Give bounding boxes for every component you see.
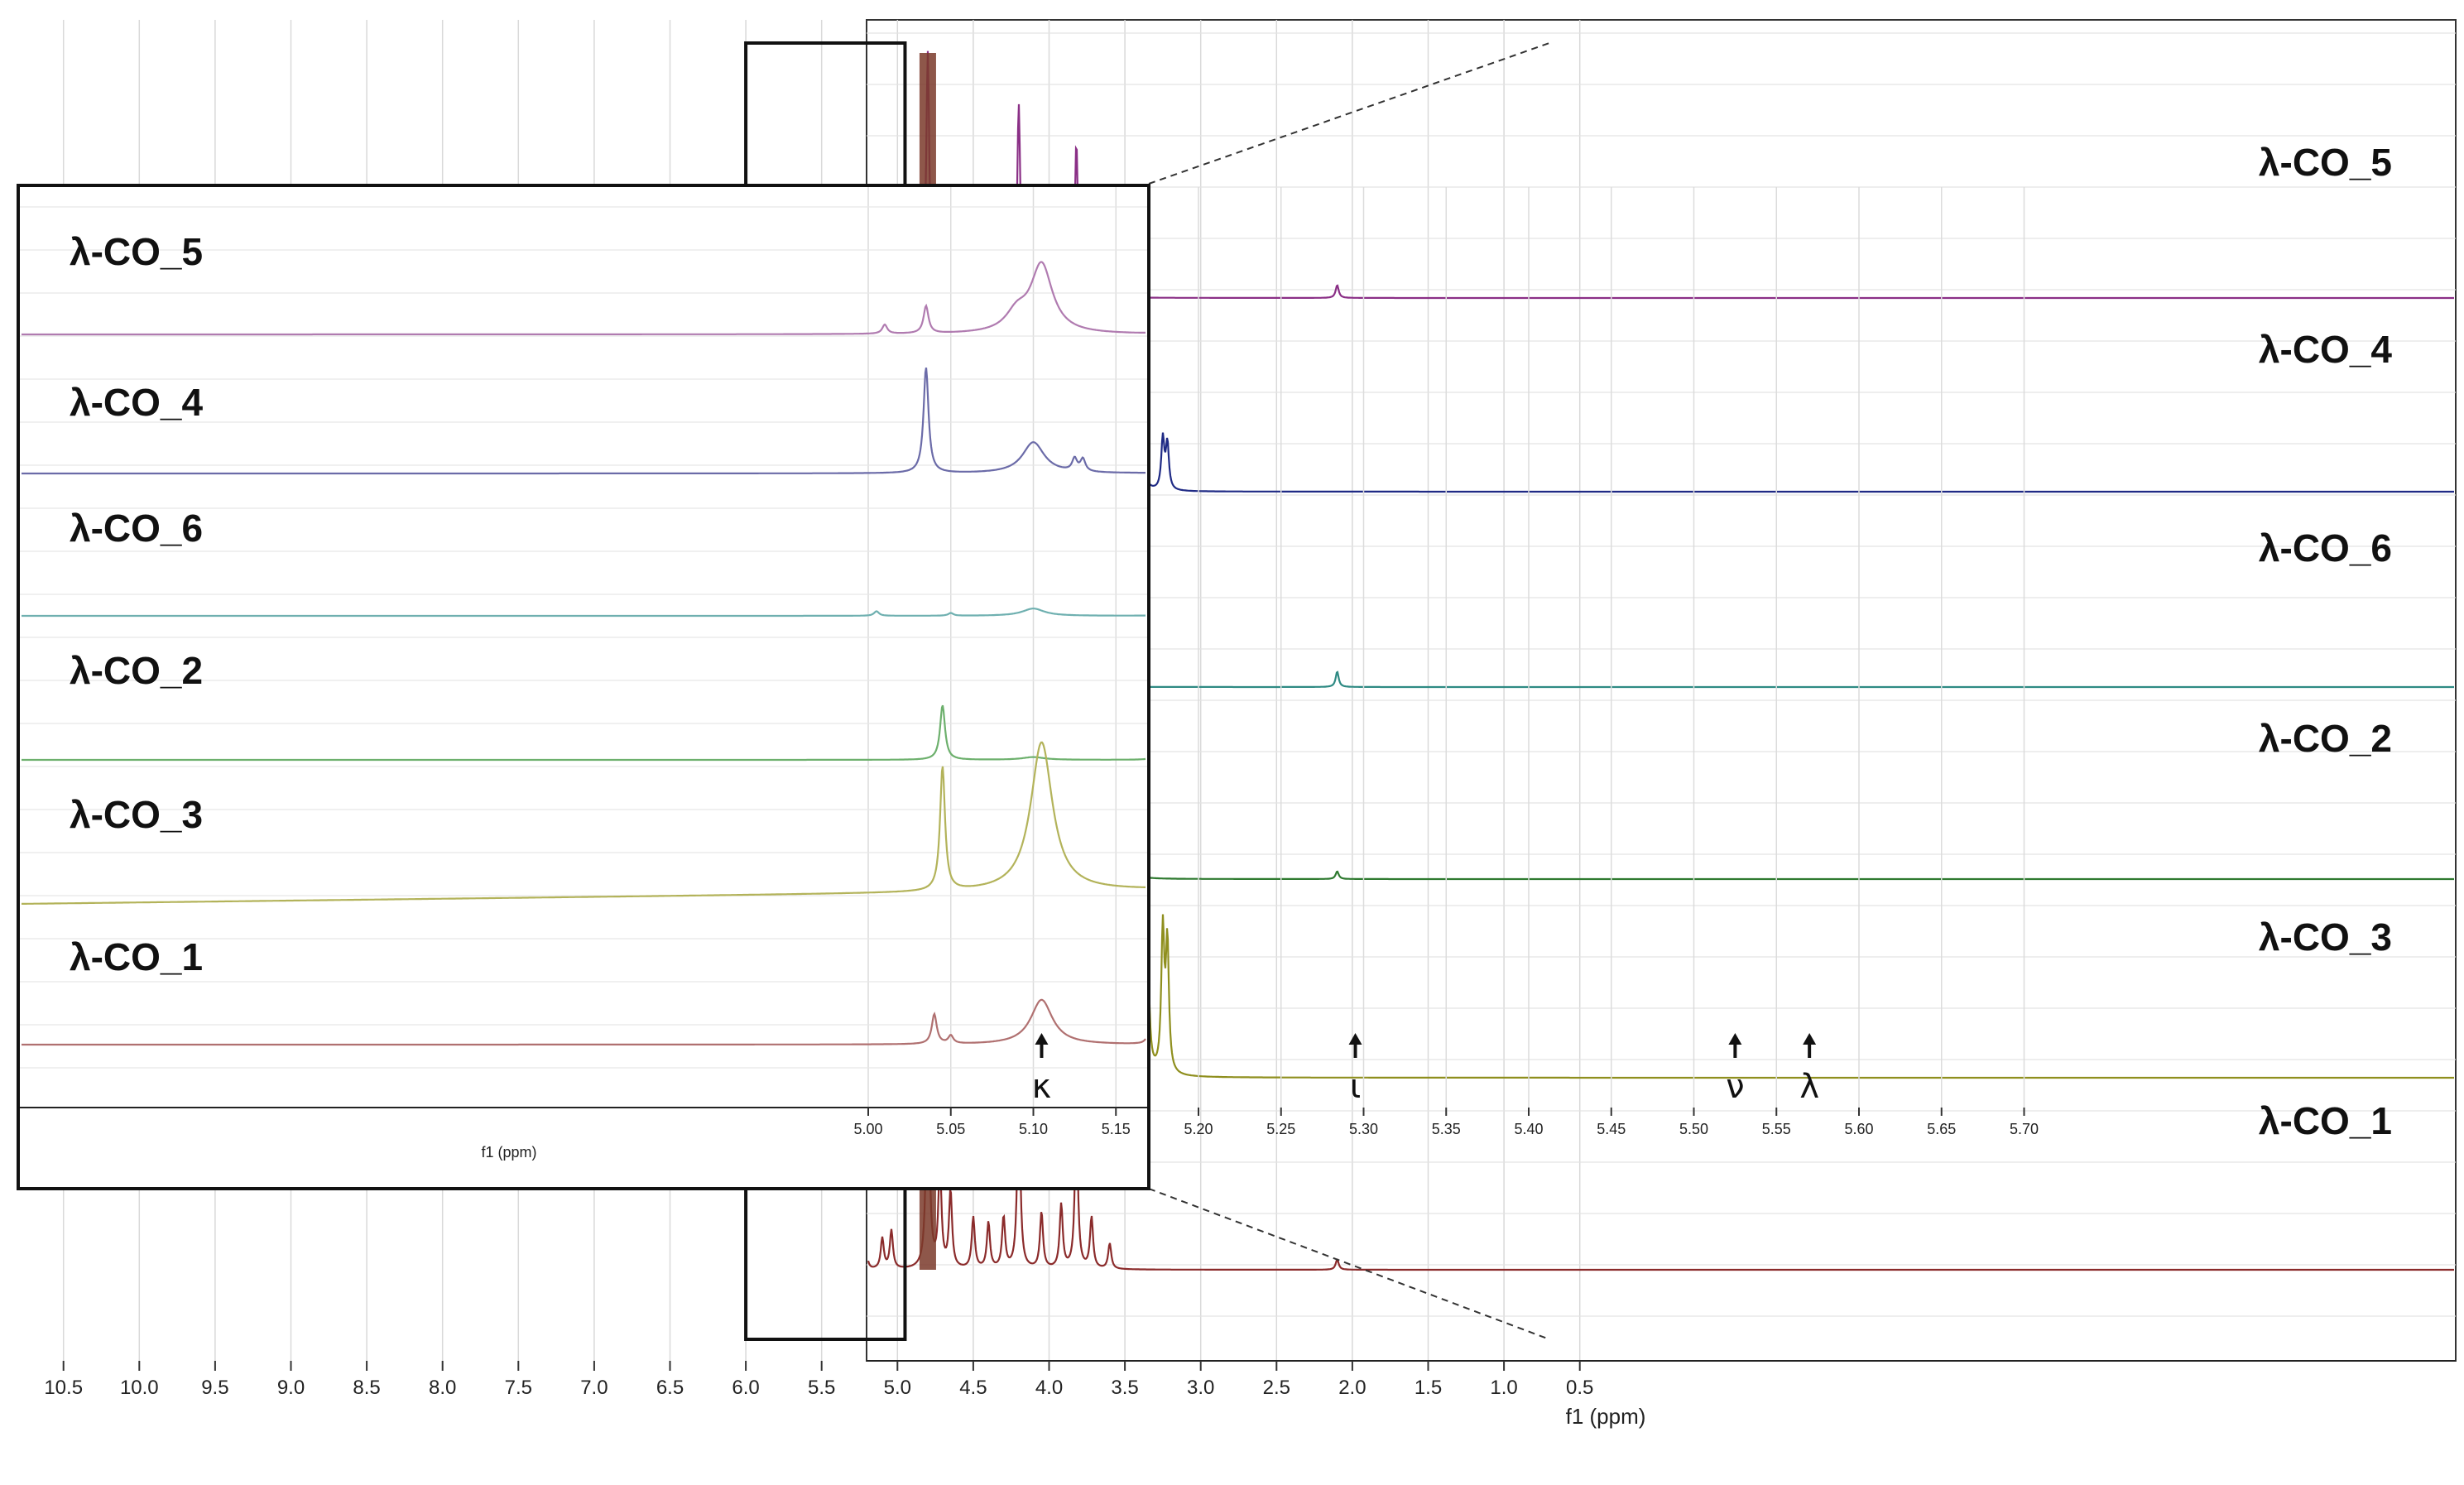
main-tick-label: 4.0 — [1035, 1377, 1063, 1399]
main-series-label: λ-CO_4 — [2259, 328, 2392, 371]
annotation-label: λ — [1799, 1068, 1819, 1106]
inset-x-axis-label: f1 (ppm) — [481, 1144, 536, 1161]
inset-series-line — [22, 261, 1146, 336]
main-series-labels: λ-CO_5 λ-CO_4 λ-CO_6 λ-CO_2 λ-CO_3 λ-CO_1 — [2259, 141, 2392, 1142]
main-tick-label: 5.0 — [884, 1377, 911, 1399]
main-tick-label: 0.5 — [1566, 1377, 1593, 1399]
inset-series-label: λ-CO_4 — [70, 381, 203, 424]
inset-tick-label: 5.55 — [1762, 1121, 1791, 1137]
inset-tick-label: 5.25 — [1266, 1121, 1295, 1137]
inset-tick-label: 5.15 — [1102, 1121, 1131, 1137]
inset-tick-label: 5.70 — [2010, 1121, 2039, 1137]
inset-series-group — [22, 261, 1146, 1046]
main-tick-label: 5.5 — [808, 1377, 835, 1399]
inset-tick-label: 5.35 — [1432, 1121, 1461, 1137]
main-x-axis-label: f1 (ppm) — [1566, 1404, 1646, 1429]
inset-tick-label: 5.45 — [1597, 1121, 1626, 1137]
main-tick-label: 6.5 — [656, 1377, 684, 1399]
inset-frame — [17, 184, 1150, 1190]
main-series-label: λ-CO_1 — [2259, 1099, 2392, 1142]
annotation-label: ι — [1350, 1068, 1362, 1106]
main-tick-label: 9.0 — [277, 1377, 305, 1399]
main-tick-label: 7.5 — [505, 1377, 532, 1399]
inset-tick-label: 5.40 — [1514, 1121, 1543, 1137]
inset-grid — [20, 187, 2025, 1108]
main-tick-label: 1.0 — [1490, 1377, 1517, 1399]
main-tick-label: 7.0 — [580, 1377, 608, 1399]
inset-tick-label: 5.50 — [1679, 1121, 1708, 1137]
main-tick-label: 3.5 — [1111, 1377, 1138, 1399]
main-tick-label: 3.0 — [1187, 1377, 1214, 1399]
annotation-arrow-head — [1348, 1033, 1362, 1045]
inset-series-line — [22, 368, 1146, 475]
inset-series-labels: λ-CO_5 λ-CO_4 λ-CO_6 λ-CO_2 λ-CO_3 λ-CO_1 — [70, 230, 203, 978]
inset-x-ticks: 5.70 5.65 5.60 5.55 5.50 5.45 5.40 5.35 5.30 5.25… — [853, 1108, 2039, 1137]
inset-tick-label: 5.60 — [1844, 1121, 1873, 1137]
inset-series-label: λ-CO_2 — [70, 649, 203, 692]
main-tick-label: 2.0 — [1338, 1377, 1366, 1399]
main-tick-label: 10.5 — [44, 1377, 83, 1399]
inset-series-line — [22, 998, 1146, 1046]
inset-spectrum-chart: 5.70 5.65 5.60 5.55 5.50 5.45 5.40 5.35 5.30 5.25… — [17, 184, 2039, 1190]
inset-series-label: λ-CO_1 — [70, 935, 203, 978]
main-x-ticks: 10.5 10.0 9.5 9.0 8.5 8.0 7.5 7.0 6.5 6.0 5.5 5.0 4.… — [44, 1361, 1593, 1399]
annotation-arrow-head — [1035, 1033, 1049, 1045]
main-tick-label: 10.0 — [120, 1377, 159, 1399]
zoom-connector-bottom — [1148, 1188, 1550, 1340]
main-tick-label: 9.5 — [201, 1377, 228, 1399]
inset-tick-label: 5.20 — [1184, 1121, 1213, 1137]
main-series-label: λ-CO_5 — [2259, 141, 2392, 184]
main-tick-label: 6.0 — [732, 1377, 759, 1399]
inset-tick-label: 5.00 — [853, 1121, 882, 1137]
main-tick-label: 8.0 — [429, 1377, 456, 1399]
main-series-label: λ-CO_2 — [2259, 717, 2392, 760]
inset-series-label: λ-CO_3 — [70, 793, 203, 836]
annotation-label: κ — [1032, 1068, 1052, 1106]
annotation-label: ν — [1726, 1068, 1744, 1106]
inset-series-label: λ-CO_6 — [70, 507, 203, 550]
annotation-arrow-head — [1803, 1033, 1817, 1045]
inset-series-label: λ-CO_5 — [70, 230, 203, 273]
zoom-connector-top — [1148, 42, 1550, 185]
main-tick-label: 2.5 — [1263, 1377, 1290, 1399]
inset-tick-label: 5.10 — [1019, 1121, 1048, 1137]
main-series-line — [867, 1022, 2454, 1271]
inset-tick-label: 5.65 — [1927, 1121, 1956, 1137]
main-tick-label: 1.5 — [1415, 1377, 1442, 1399]
inset-tick-label: 5.30 — [1349, 1121, 1378, 1137]
main-series-label: λ-CO_3 — [2259, 916, 2392, 959]
main-tick-label: 8.5 — [353, 1377, 380, 1399]
inset-tick-label: 5.05 — [936, 1121, 965, 1137]
annotation-arrow-head — [1728, 1033, 1742, 1045]
main-tick-label: 4.5 — [959, 1377, 987, 1399]
main-series-label: λ-CO_6 — [2259, 526, 2392, 569]
inset-series-line — [22, 704, 1146, 762]
inset-series-line — [22, 741, 1146, 905]
inset-series-line — [22, 608, 1146, 618]
